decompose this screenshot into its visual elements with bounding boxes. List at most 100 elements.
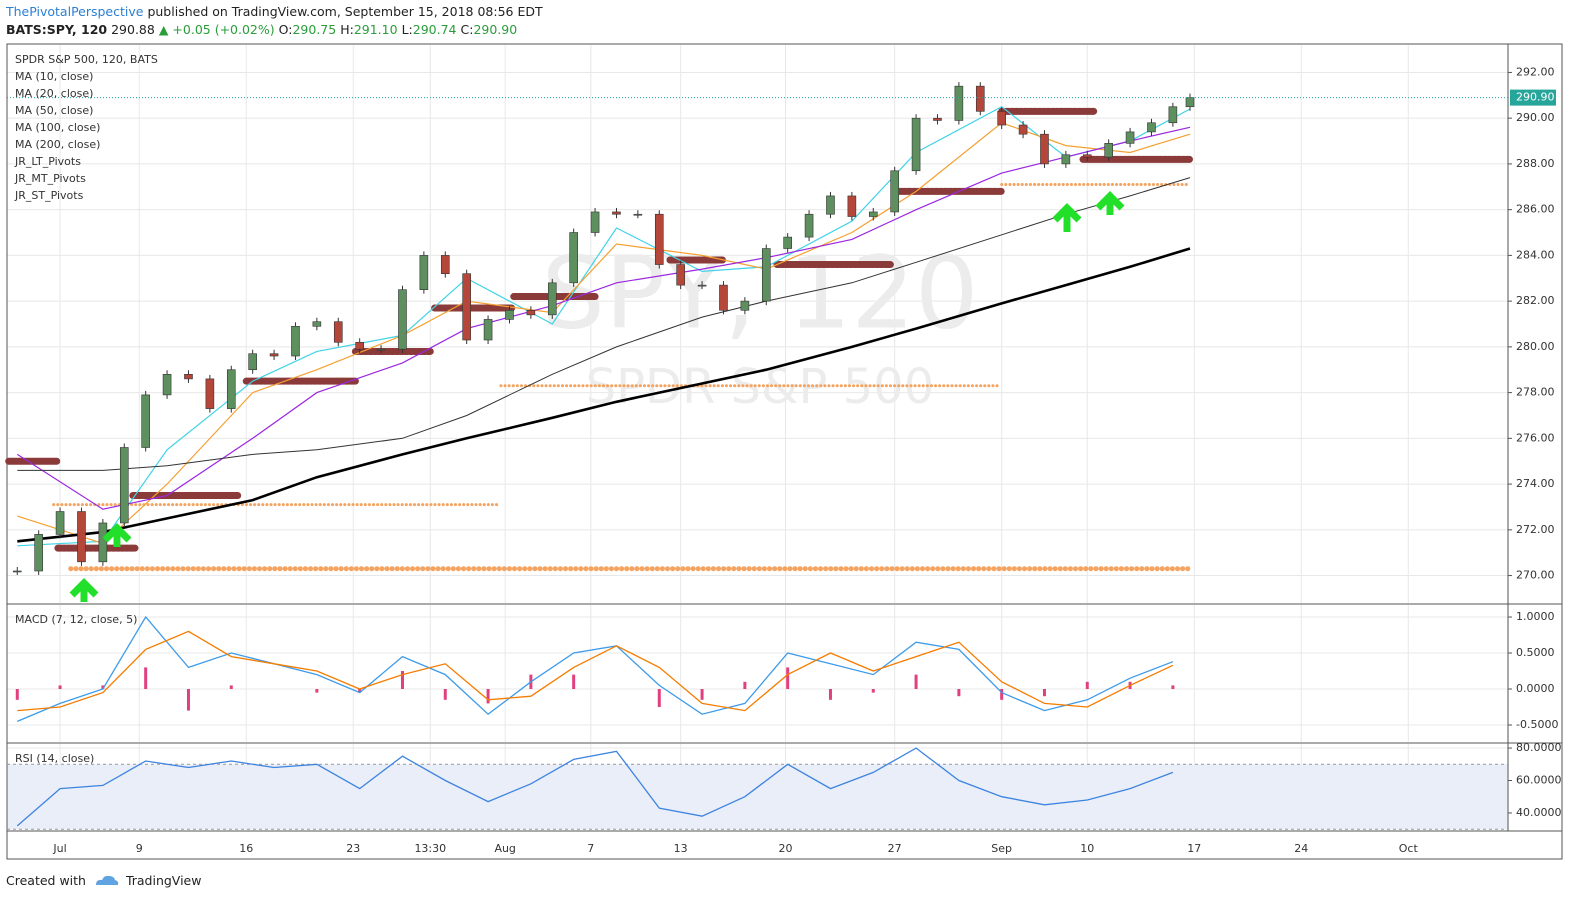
histogram-bar xyxy=(914,674,918,690)
candle xyxy=(355,341,364,350)
histogram-bar xyxy=(358,689,362,693)
candle xyxy=(505,309,514,320)
candle xyxy=(590,211,600,233)
band xyxy=(7,764,1508,830)
y-tick-label: 276.00 xyxy=(1516,431,1555,444)
candle xyxy=(1104,143,1113,158)
candle xyxy=(719,284,728,311)
histogram-bar xyxy=(572,674,576,690)
legend-entry: JR_MT_Pivots xyxy=(14,172,86,185)
histogram-bar xyxy=(957,689,961,697)
y-tick-label: 270.00 xyxy=(1516,569,1555,582)
histogram-bar xyxy=(1042,689,1046,697)
pane-title: MACD (7, 12, close, 5) xyxy=(15,613,137,626)
candle xyxy=(77,511,86,563)
ohlc-v: 290.90 xyxy=(473,22,518,37)
candle xyxy=(761,248,771,302)
watermark: SPY, 120 xyxy=(541,234,978,351)
histogram-bar xyxy=(186,689,190,711)
x-tick-label: Jul xyxy=(52,842,66,855)
histogram-bar xyxy=(15,689,19,700)
ohlc-k: L: xyxy=(401,22,413,37)
histogram-bar xyxy=(443,689,447,700)
candle xyxy=(911,117,921,172)
series-line xyxy=(17,615,1174,722)
candle xyxy=(1082,154,1092,158)
candle xyxy=(826,195,835,215)
histogram-bar xyxy=(315,689,319,693)
y-tick-label: 284.00 xyxy=(1516,248,1555,261)
y-tick-label: 292.00 xyxy=(1516,65,1555,78)
y-tick-label: 0.5000 xyxy=(1516,646,1555,659)
candle xyxy=(612,211,621,215)
x-tick-label: 13:30 xyxy=(414,842,446,855)
y-tick-label: 1.0000 xyxy=(1516,610,1555,623)
ohlc-v: 290.75 xyxy=(292,22,337,37)
y-tick-label: 60.0000 xyxy=(1516,774,1562,787)
x-tick-label: 10 xyxy=(1080,842,1094,855)
histogram-bar xyxy=(400,671,404,690)
last-price-box xyxy=(1510,89,1556,106)
legend-entry: MA (200, close) xyxy=(15,138,100,151)
legend-entry: MA (10, close) xyxy=(15,70,93,83)
candle xyxy=(740,300,750,311)
histogram-bar xyxy=(657,689,661,708)
candle xyxy=(141,394,150,448)
ohlc-v: 291.10 xyxy=(353,22,398,37)
candle xyxy=(419,255,429,290)
x-tick-label: 27 xyxy=(888,842,902,855)
y-tick-label: 272.00 xyxy=(1516,523,1555,536)
histogram-bar xyxy=(486,689,490,704)
x-tick-label: 17 xyxy=(1187,842,1201,855)
ohlc-k: C: xyxy=(460,22,474,37)
legend-entry: MA (50, close) xyxy=(15,104,93,117)
y-tick-label: 278.00 xyxy=(1516,386,1555,399)
candle xyxy=(526,309,536,316)
footer: Created with TradingView xyxy=(6,871,201,888)
candle xyxy=(162,374,172,396)
histogram-bar xyxy=(58,685,62,690)
arrow xyxy=(69,578,99,602)
y-tick-label: 40.0000 xyxy=(1516,806,1562,819)
candle xyxy=(697,284,707,287)
histogram-bar xyxy=(144,667,148,690)
x-tick-label: Aug xyxy=(494,842,515,855)
series-line xyxy=(17,247,1191,543)
ohlc-v: 290.74 xyxy=(412,22,457,37)
author[interactable]: ThePivotalPerspective xyxy=(6,4,144,19)
candle xyxy=(1125,131,1135,144)
candle xyxy=(933,117,942,121)
histogram-bar xyxy=(229,685,233,690)
x-tick-label: Oct xyxy=(1399,842,1419,855)
background xyxy=(7,45,1508,830)
y-tick-label: 282.00 xyxy=(1516,294,1555,307)
legend-entry: JR_ST_Pivots xyxy=(14,189,84,202)
brand[interactable]: TradingView xyxy=(125,873,202,888)
candle xyxy=(1040,133,1049,165)
candle xyxy=(440,255,450,274)
y-tick-label: 274.00 xyxy=(1516,477,1555,490)
frame xyxy=(6,43,1563,860)
candle xyxy=(804,213,814,238)
y-tick-label: 280.00 xyxy=(1516,340,1555,353)
candle xyxy=(34,534,43,572)
x-tick-label: Sep xyxy=(991,842,1012,855)
candle xyxy=(248,353,257,371)
candle xyxy=(569,232,578,284)
y-tick-label: 286.00 xyxy=(1516,203,1555,216)
chart: SPY, 120 SPDR S&P 500 Jul 9 16 23 13:30 Aug 7 1… xyxy=(5,43,1563,860)
histogram-bar xyxy=(743,681,747,690)
x-tick-label: 20 xyxy=(779,842,793,855)
ohlc-k: O: xyxy=(278,22,293,37)
candle xyxy=(269,353,279,357)
pane-title: RSI (14, close) xyxy=(15,752,94,765)
series-line xyxy=(16,126,1191,510)
series-line xyxy=(17,177,1191,471)
y-tick-label: -0.5000 xyxy=(1516,718,1558,731)
candle xyxy=(633,213,643,216)
change: ▲ +0.05 (+0.02%) xyxy=(158,22,275,37)
y-tick-label: 80.0000 xyxy=(1516,741,1562,754)
arrow xyxy=(1052,203,1082,232)
x-tick-label: 7 xyxy=(587,842,594,855)
